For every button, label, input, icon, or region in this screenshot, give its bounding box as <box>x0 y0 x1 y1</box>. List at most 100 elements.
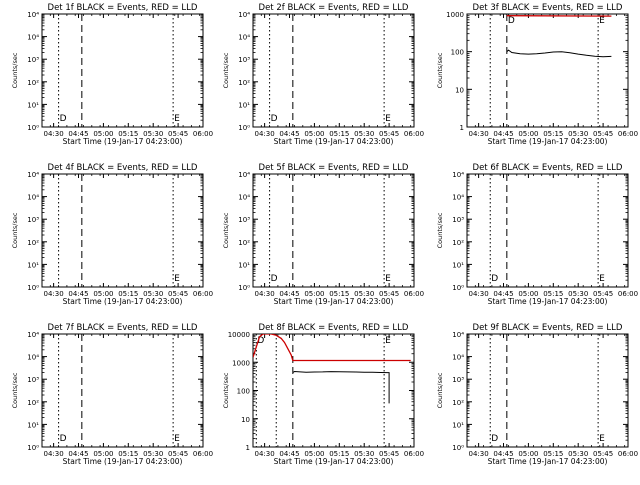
x-axis-label: Start Time (19-Jan-17 04:23:00) <box>488 457 608 466</box>
y-tick-label: 10 <box>241 416 250 424</box>
marker-label: D <box>60 434 67 444</box>
panel-title: Det 8f BLACK = Events, RED = LLD <box>259 323 409 333</box>
x-tick-label: 06:00 <box>193 130 213 138</box>
x-tick-label: 06:00 <box>404 130 424 138</box>
x-tick-label: 04:30 <box>255 290 275 298</box>
marker-label: E <box>174 434 180 444</box>
x-tick-label: 04:30 <box>469 450 489 458</box>
y-tick-label: 10⁴ <box>238 11 250 19</box>
panel-title: Det 1f BLACK = Events, RED = LLD <box>48 3 198 13</box>
x-axis-label: Start Time (19-Jan-17 04:23:00) <box>274 457 394 466</box>
x-axis-label: Start Time (19-Jan-17 04:23:00) <box>63 457 183 466</box>
y-axis-label: Counts/sec <box>11 372 19 408</box>
y-tick-label: 10¹ <box>238 101 250 109</box>
panel-title: Det 2f BLACK = Events, RED = LLD <box>259 3 409 13</box>
y-tick-label: 1 <box>460 124 464 132</box>
plot-frame <box>467 174 628 287</box>
x-tick-label: 04:30 <box>44 450 64 458</box>
x-axis-label: Start Time (19-Jan-17 04:23:00) <box>488 297 608 306</box>
y-tick-label: 10³ <box>238 56 250 64</box>
y-tick-label: 10³ <box>27 216 39 224</box>
y-tick-label: 1000 <box>446 11 464 19</box>
x-tick-label: 04:30 <box>469 290 489 298</box>
plot-frame <box>42 174 203 287</box>
x-tick-label: 06:00 <box>193 450 213 458</box>
y-tick-label: 10⁴ <box>452 171 464 179</box>
y-tick-label: 10⁴ <box>238 34 250 42</box>
y-tick-label: 10⁰ <box>27 444 39 452</box>
x-tick-label: 04:30 <box>44 130 64 138</box>
y-tick-label: 10⁰ <box>452 284 464 292</box>
x-tick-label: 06:00 <box>193 290 213 298</box>
plot-frame <box>467 14 628 127</box>
marker-label: E <box>599 274 605 284</box>
x-tick-label: 04:30 <box>469 130 489 138</box>
marker-label: D <box>508 16 515 26</box>
x-axis-label: Start Time (19-Jan-17 04:23:00) <box>274 137 394 146</box>
panel-title: Det 6f BLACK = Events, RED = LLD <box>473 163 623 173</box>
y-tick-label: 1 <box>246 444 250 452</box>
y-tick-label: 10² <box>27 79 39 87</box>
x-tick-label: 06:00 <box>404 450 424 458</box>
y-tick-label: 10⁴ <box>27 11 39 19</box>
y-tick-label: 10³ <box>27 56 39 64</box>
panel-title: Det 7f BLACK = Events, RED = LLD <box>48 323 198 333</box>
x-tick-label: 06:00 <box>618 130 638 138</box>
x-tick-label: 04:30 <box>255 130 275 138</box>
y-tick-label: 10000 <box>228 331 250 339</box>
plot-frame <box>253 174 414 287</box>
y-tick-label: 10¹ <box>27 101 39 109</box>
y-tick-label: 1000 <box>232 359 250 367</box>
panel-det-5f: Det 5f BLACK = Events, RED = LLD10⁰10¹10… <box>222 163 424 306</box>
y-tick-label: 10² <box>27 239 39 247</box>
y-tick-label: 10¹ <box>452 421 464 429</box>
y-tick-label: 10² <box>27 399 39 407</box>
plot-frame <box>42 14 203 127</box>
y-tick-label: 10² <box>452 399 464 407</box>
marker-label: D <box>60 114 67 124</box>
y-axis-label: Counts/sec <box>11 52 19 88</box>
y-axis-label: Counts/sec <box>222 52 230 88</box>
y-tick-label: 10⁴ <box>238 194 250 202</box>
x-tick-label: 04:30 <box>44 290 64 298</box>
panel-det-6f: Det 6f BLACK = Events, RED = LLD 10⁰ 10¹ 10… <box>436 163 638 306</box>
y-tick-label: 10² <box>452 239 464 247</box>
marker-label: D <box>491 434 498 444</box>
x-tick-label: 06:00 <box>404 290 424 298</box>
x-axis-label: Start Time (19-Jan-17 04:23:00) <box>63 297 183 306</box>
y-tick-label: 10¹ <box>452 261 464 269</box>
y-tick-label: 10¹ <box>238 261 250 269</box>
y-tick-label: 10⁴ <box>238 171 250 179</box>
y-tick-label: 100 <box>451 49 464 57</box>
y-tick-label: 10⁴ <box>452 354 464 362</box>
y-tick-label: 10³ <box>27 376 39 384</box>
y-axis-label: Counts/sec <box>11 212 19 248</box>
marker-label: D <box>491 274 498 284</box>
x-axis-label: Start Time (19-Jan-17 04:23:00) <box>274 297 394 306</box>
marker-label: E <box>174 114 180 124</box>
y-axis-label: Counts/sec <box>222 372 230 408</box>
x-tick-label: 04:30 <box>255 450 275 458</box>
y-axis-label: Counts/sec <box>436 52 444 88</box>
y-tick-label: 10⁴ <box>27 171 39 179</box>
marker-label: D <box>271 114 278 124</box>
marker-label: E <box>174 274 180 284</box>
panel-title: Det 9f BLACK = Events, RED = LLD <box>473 323 623 333</box>
y-tick-label: 10⁴ <box>27 354 39 362</box>
plot-frame <box>42 334 203 447</box>
x-axis-label: Start Time (19-Jan-17 04:23:00) <box>63 137 183 146</box>
panel-det-1f: Det 1f BLACK = Events, RED = LLD 10⁰ 10¹ 10… <box>11 3 213 146</box>
y-tick-label: 10³ <box>238 216 250 224</box>
panel-det-8f: Det 8f BLACK = Events, RED = LLD11010010… <box>222 323 424 466</box>
panel-title: Det 3f BLACK = Events, RED = LLD <box>473 3 623 13</box>
y-tick-label: 10¹ <box>27 421 39 429</box>
y-tick-label: 10⁴ <box>452 194 464 202</box>
y-tick-label: 10⁴ <box>27 194 39 202</box>
y-tick-label: 10² <box>238 239 250 247</box>
y-tick-label: 10⁴ <box>452 331 464 339</box>
marker-label: E <box>599 434 605 444</box>
marker-label: E <box>385 114 391 124</box>
series-events-line <box>293 372 389 404</box>
y-tick-label: 10⁰ <box>27 124 39 132</box>
